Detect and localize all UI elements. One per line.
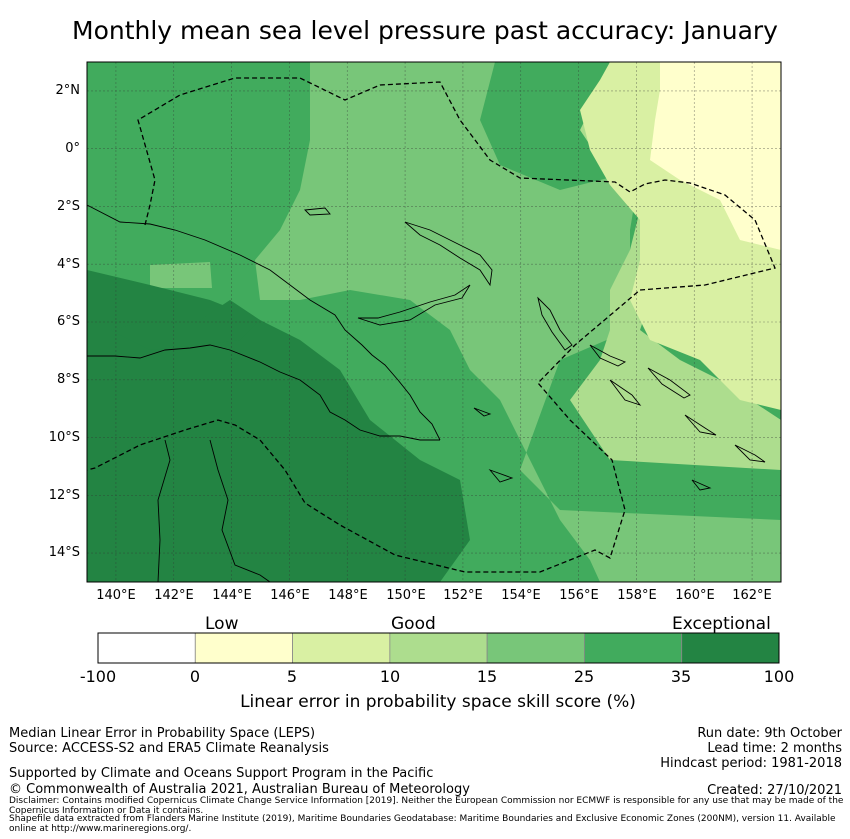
map-title: Monthly mean sea level pressure past acc…	[72, 16, 778, 45]
disclaimer-copernicus: Disclaimer: Contains modified Copernicus…	[9, 796, 844, 816]
lat-label: 0°	[65, 141, 80, 156]
skill-field	[87, 62, 781, 582]
copyright: © Commonwealth of Australia 2021, Austra…	[9, 782, 470, 797]
lat-label: 10°S	[48, 430, 80, 445]
coastlines	[86, 204, 766, 583]
graticule	[87, 62, 781, 582]
eez-boundaries	[86, 77, 776, 573]
solomon-islands-2	[647, 367, 691, 399]
hindcast-period: Hindcast period: 1981-2018	[660, 756, 842, 771]
lon-label: 144°E	[212, 588, 252, 603]
colorbar-segment	[389, 632, 488, 664]
colorbar-tick: -100	[79, 667, 117, 686]
bougainville	[537, 296, 573, 351]
eez-png-boundary	[86, 77, 776, 573]
lat-label: 2°S	[56, 199, 80, 214]
support-statement: Supported by Climate and Oceans Support …	[9, 766, 434, 781]
lat-label: 12°S	[48, 488, 80, 503]
colorbar-segment	[486, 632, 585, 664]
lon-label: 162°E	[732, 588, 772, 603]
islands-misc-3	[488, 469, 514, 483]
colorbar-tick: 0	[189, 667, 201, 686]
colorbar-segment	[97, 632, 196, 664]
colorbar-segment	[194, 632, 293, 664]
colorbar-tick: 10	[379, 667, 401, 686]
lon-label: 160°E	[675, 588, 715, 603]
colorbar-segment	[584, 632, 683, 664]
colorbar-frame	[97, 632, 780, 664]
lead-time: Lead time: 2 months	[707, 741, 842, 756]
category-label-good: Good	[391, 614, 436, 634]
lon-label: 154°E	[501, 588, 541, 603]
lon-label: 156°E	[559, 588, 599, 603]
colorbar	[97, 632, 780, 664]
islands-misc-2	[473, 407, 492, 417]
leps-description: Median Linear Error in Probability Space…	[9, 726, 316, 741]
category-label-low: Low	[205, 614, 239, 634]
new-britain	[357, 284, 471, 326]
lon-label: 158°E	[617, 588, 657, 603]
colorbar-segment	[681, 632, 780, 664]
australia-gulf-coast	[209, 439, 271, 583]
solomon-islands-5	[734, 444, 766, 463]
lat-label: 14°S	[48, 545, 80, 560]
colorbar-tick: 15	[476, 667, 498, 686]
lat-label: 8°S	[56, 372, 80, 387]
lon-label: 146°E	[270, 588, 310, 603]
new-guinea-south-coast	[87, 344, 440, 441]
lat-label: 6°S	[56, 314, 80, 329]
colorbar-tick: 25	[573, 667, 595, 686]
islands-misc-4	[691, 479, 712, 491]
new-guinea-north-coast	[86, 204, 441, 441]
lon-label: 150°E	[386, 588, 426, 603]
created-date: Created: 27/10/2021	[707, 783, 842, 798]
disclaimer-shapefile: Shapefile data extracted from Flanders M…	[9, 814, 836, 834]
skill-region-35-100-patch	[110, 300, 260, 350]
colorbar-segment	[292, 632, 391, 664]
colorbar-tick: 100	[763, 667, 795, 686]
run-date: Run date: 9th October	[697, 726, 842, 741]
lon-label: 152°E	[443, 588, 483, 603]
colorbar-label: Linear error in probability space skill …	[240, 692, 636, 712]
lon-label: 142°E	[154, 588, 194, 603]
new-ireland	[404, 221, 493, 287]
islands-misc-1	[304, 207, 331, 216]
skill-region-35-100	[87, 270, 470, 582]
solomon-islands-4	[684, 414, 717, 436]
lon-label: 148°E	[328, 588, 368, 603]
colorbar-tick: 35	[670, 667, 692, 686]
skill-region-15-25	[255, 62, 781, 582]
australia-cape-york	[157, 439, 171, 583]
category-label-exceptional: Exceptional	[672, 614, 771, 634]
data-source: Source: ACCESS-S2 and ERA5 Climate Reana…	[9, 741, 329, 756]
solomon-islands-1	[589, 344, 627, 367]
lon-label: 140°E	[96, 588, 136, 603]
skill-region-15-25-patch	[150, 262, 212, 288]
colorbar-tick: 5	[286, 667, 298, 686]
map-frame	[86, 61, 782, 583]
solomon-islands-3	[609, 379, 642, 406]
lat-label: 4°S	[56, 257, 80, 272]
skill-region-0-5	[650, 62, 781, 250]
lat-label: 2°N	[55, 83, 81, 98]
